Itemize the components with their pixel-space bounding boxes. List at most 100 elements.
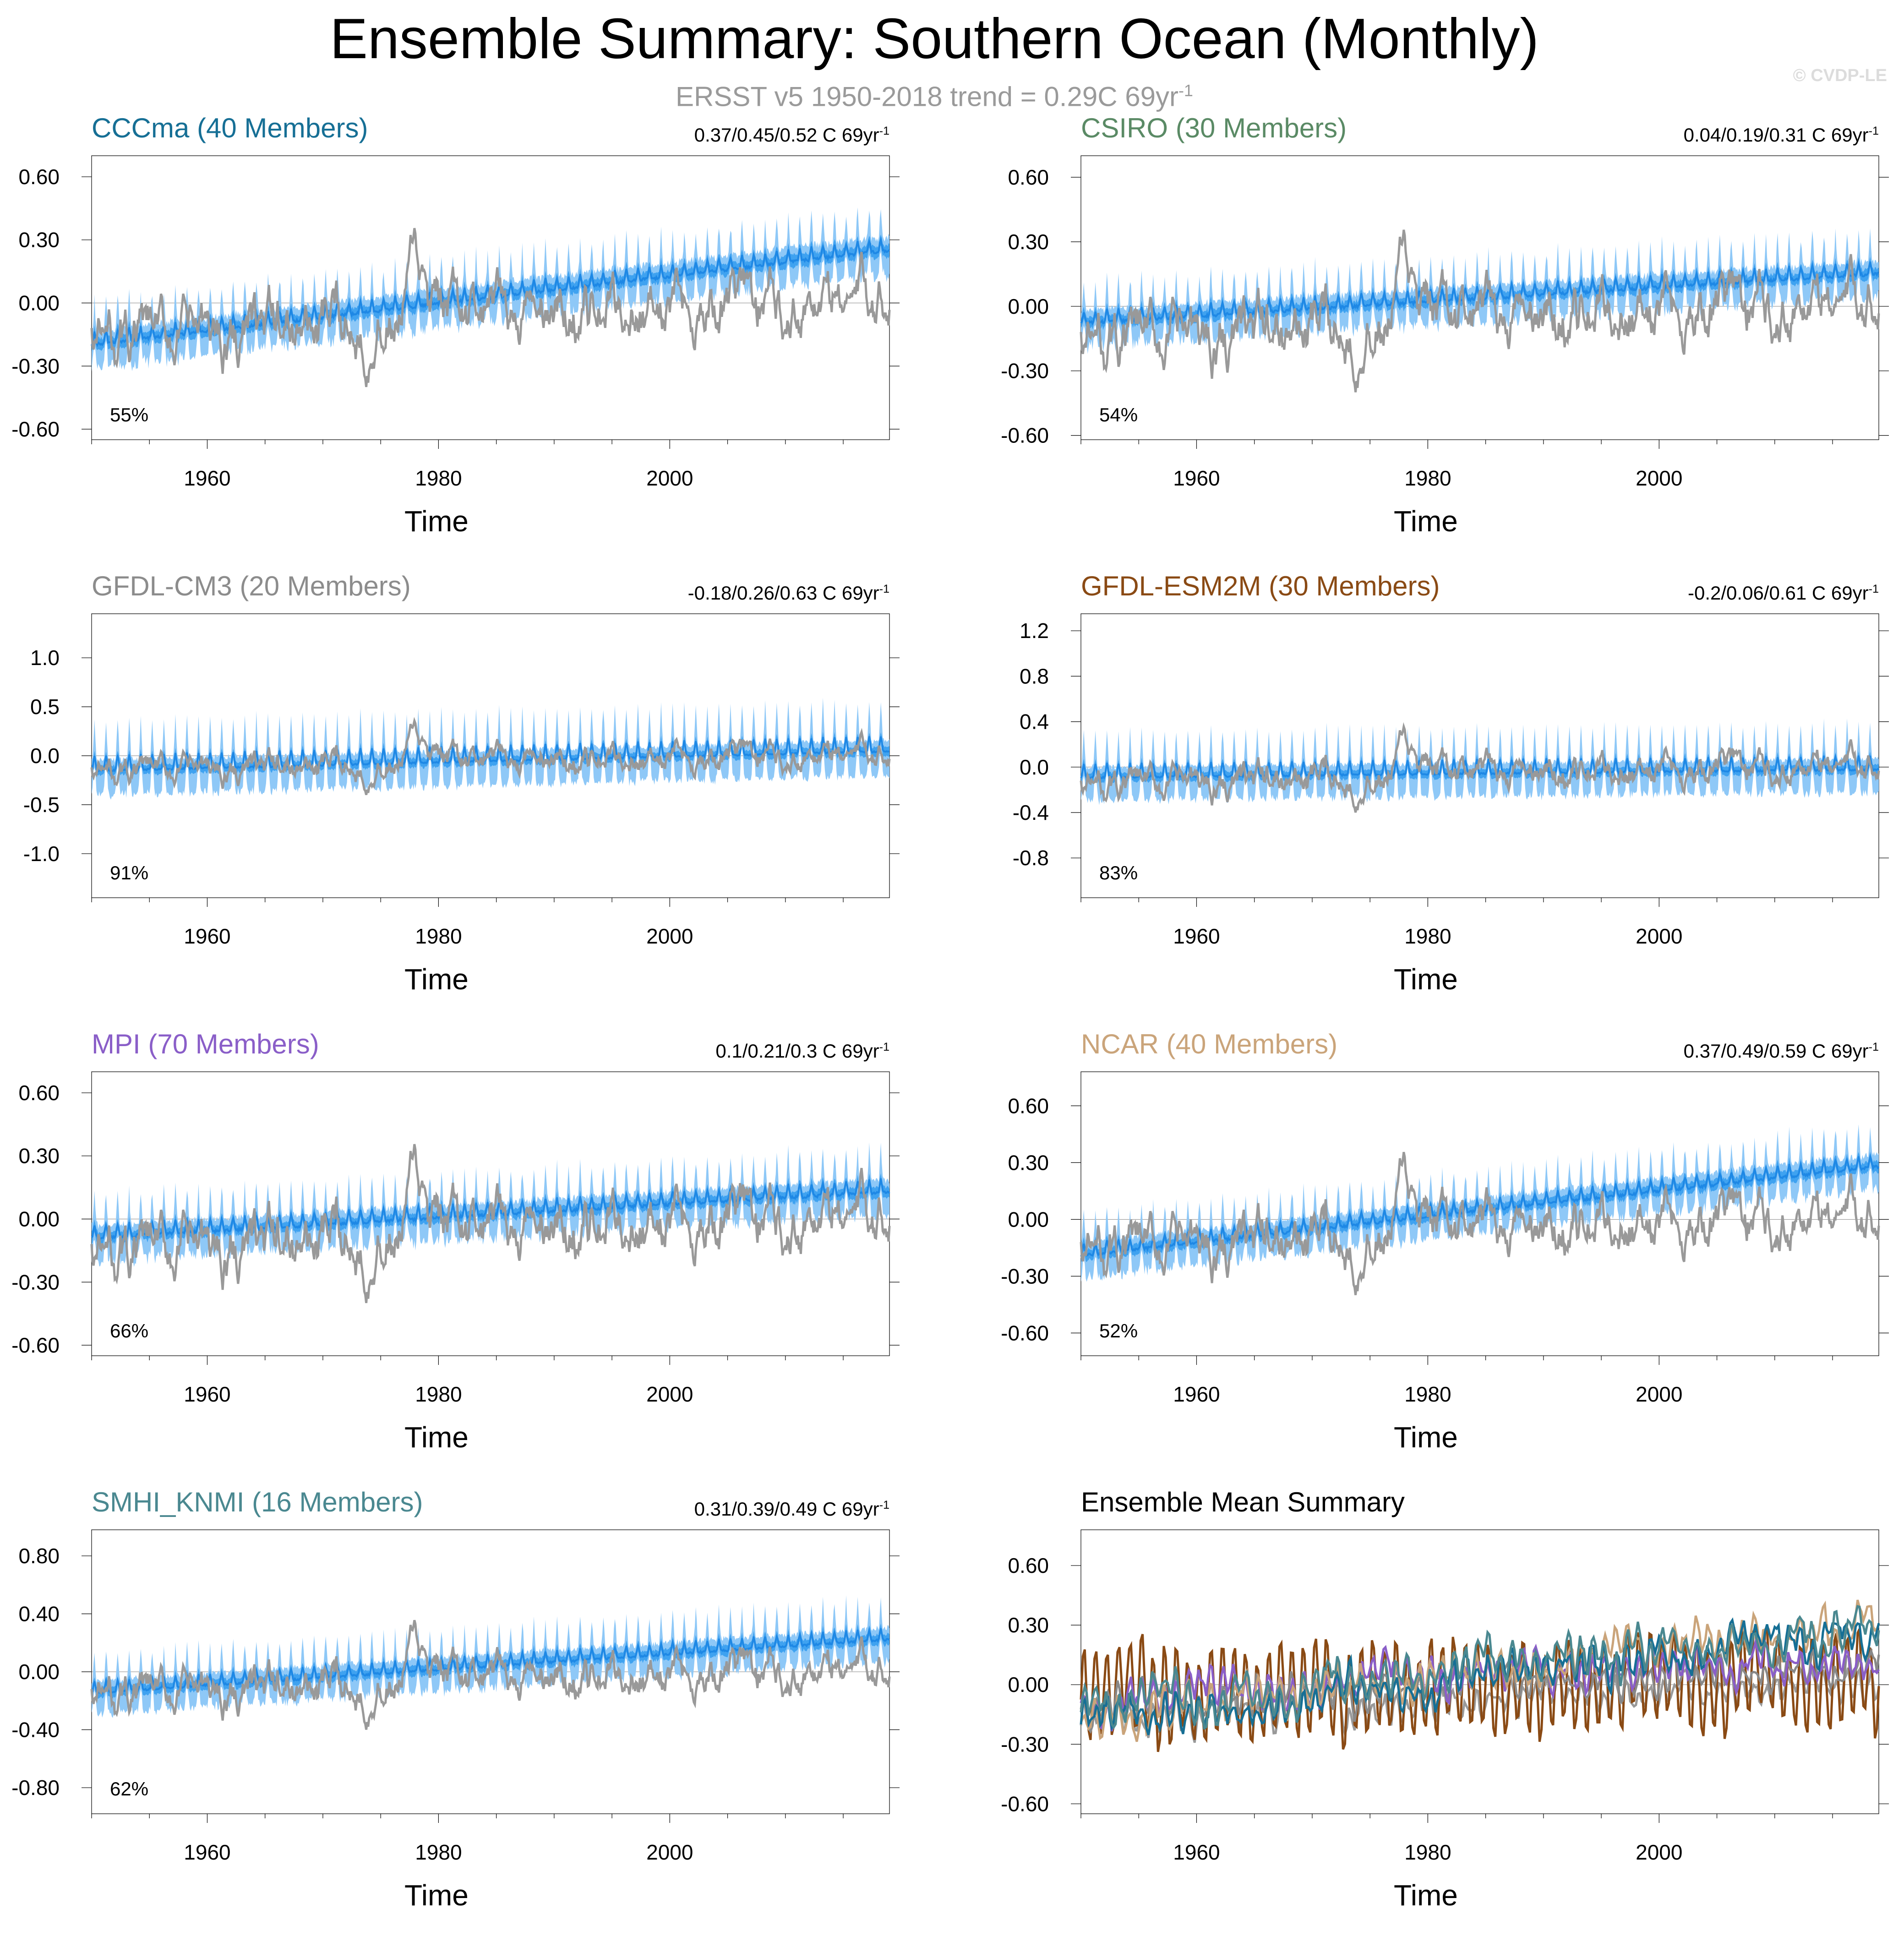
x-tick-label: 1980 xyxy=(415,1840,462,1864)
panel-title: CCCma (40 Members) xyxy=(92,113,368,143)
trend-range: -0.2/0.06/0.61 C 69yr-1 xyxy=(1688,575,1879,607)
observations-line xyxy=(90,717,891,795)
y-tick-label: -0.60 xyxy=(1001,424,1049,447)
y-tick-label: 0.5 xyxy=(30,695,60,719)
y-tick-label: 0.30 xyxy=(1008,230,1049,254)
y-tick-label: 0.0 xyxy=(1020,755,1049,779)
chart-panel-csiro: -0.60 -0.30 0.00 0.30 0.60 1960 1980 2000 Time 54… xyxy=(989,110,1904,568)
observations-line xyxy=(90,1144,891,1304)
x-tick-label: 2000 xyxy=(646,924,693,948)
percent-label: 55% xyxy=(110,404,148,425)
y-tick-label: 0.30 xyxy=(18,228,60,252)
chart-panel-smhi: -0.80 -0.40 0.00 0.40 0.80 1960 1980 2000 Time 62… xyxy=(0,1484,916,1942)
percent-label: 62% xyxy=(110,1778,148,1800)
x-axis-label: Time xyxy=(404,505,469,538)
x-axis-label: Time xyxy=(404,963,469,996)
x-tick-label: 1960 xyxy=(1173,924,1220,948)
x-tick-label: 2000 xyxy=(646,466,693,490)
y-tick-label: 0.30 xyxy=(1008,1613,1049,1637)
y-tick-label: 0.60 xyxy=(1008,165,1049,189)
y-tick-label: -0.60 xyxy=(1001,1792,1049,1816)
observations-line xyxy=(1080,722,1880,813)
subtitle-exponent: -1 xyxy=(1178,81,1193,100)
ensemble-mean-line xyxy=(91,1178,890,1240)
chart-smhi: -0.80 -0.40 0.00 0.40 0.80 1960 1980 2000 Time 62… xyxy=(11,1529,900,1912)
trend-exponent: -1 xyxy=(879,583,889,595)
chart-panel-gfdlesm: -0.8 -0.4 0.0 0.4 0.8 1.2 1960 1980 2000 Time 83% G… xyxy=(989,568,1904,1026)
x-tick-label: 2000 xyxy=(1636,1382,1682,1406)
chart-panel-summary: -0.60 -0.30 0.00 0.30 0.60 1960 1980 2000 Time En… xyxy=(989,1484,1904,1942)
x-tick-label: 2000 xyxy=(1636,1840,1682,1864)
y-tick-label: 0.00 xyxy=(1008,295,1049,318)
chart-gfdlcm3: -1.0 -0.5 0.0 0.5 1.0 1960 1980 2000 Time 91% xyxy=(23,613,900,996)
trend-text: 0.04/0.19/0.31 C 69yr xyxy=(1683,124,1869,146)
watermark: © CVDP-LE xyxy=(1793,66,1887,85)
trend-range: 0.1/0.21/0.3 C 69yr-1 xyxy=(715,1033,889,1065)
trend-text: -0.2/0.06/0.61 C 69yr xyxy=(1688,582,1869,604)
x-tick-label: 1980 xyxy=(1404,1840,1451,1864)
series-line-mpi xyxy=(1080,1637,1880,1732)
subtitle-text: ERSST v5 1950-2018 trend = 0.29C 69yr xyxy=(676,81,1178,112)
trend-text: 0.37/0.49/0.59 C 69yr xyxy=(1683,1040,1869,1062)
panel-title: MPI (70 Members) xyxy=(92,1029,319,1059)
x-axis-label: Time xyxy=(404,1879,469,1912)
chart-panel-ncar: -0.60 -0.30 0.00 0.30 0.60 1960 1980 2000 Time 52… xyxy=(989,1026,1904,1484)
chart-summary: -0.60 -0.30 0.00 0.30 0.60 1960 1980 2000 Time xyxy=(1001,1529,1889,1912)
y-tick-label: 0.00 xyxy=(18,1207,60,1231)
panel-title: GFDL-CM3 (20 Members) xyxy=(92,571,411,601)
x-tick-label: 1980 xyxy=(415,1382,462,1406)
x-tick-label: 1980 xyxy=(415,466,462,490)
trend-range: 0.37/0.49/0.59 C 69yr-1 xyxy=(1684,1033,1879,1065)
chart-panel-ccc: -0.60 -0.30 0.00 0.30 0.60 1960 1980 2000 Time 55… xyxy=(0,110,916,568)
y-tick-label: -0.30 xyxy=(11,1270,60,1294)
y-tick-label: -0.60 xyxy=(1001,1321,1049,1345)
y-tick-label: 0.00 xyxy=(18,1660,60,1684)
x-tick-label: 1980 xyxy=(415,924,462,948)
trend-text: 0.1/0.21/0.3 C 69yr xyxy=(715,1040,879,1062)
y-tick-label: 1.2 xyxy=(1020,619,1049,643)
y-tick-label: 0.4 xyxy=(1020,710,1049,734)
panel-title: SMHI_KNMI (16 Members) xyxy=(92,1487,423,1517)
y-tick-label: -0.40 xyxy=(11,1718,60,1742)
y-tick-label: -0.30 xyxy=(1001,1264,1049,1288)
ensemble-spread-inner xyxy=(92,731,889,777)
chart-panel-mpi: -0.60 -0.30 0.00 0.30 0.60 1960 1980 2000 Time 66… xyxy=(0,1026,916,1484)
y-tick-label: 0.00 xyxy=(18,291,60,315)
y-tick-label: 0.00 xyxy=(1008,1207,1049,1231)
y-tick-label: 0.40 xyxy=(18,1602,60,1626)
y-tick-label: 1.0 xyxy=(30,646,60,670)
x-axis-label: Time xyxy=(404,1421,469,1454)
ensemble-mean-line xyxy=(91,236,890,348)
ensemble-mean-line xyxy=(91,1627,890,1695)
panel-title: CSIRO (30 Members) xyxy=(1081,113,1347,143)
y-tick-label: -0.4 xyxy=(1013,801,1049,824)
percent-label: 66% xyxy=(110,1320,148,1342)
percent-label: 52% xyxy=(1099,1320,1138,1342)
x-tick-label: 1960 xyxy=(184,924,230,948)
x-axis-label: Time xyxy=(1394,1879,1458,1912)
plot-frame xyxy=(1080,1071,1879,1356)
y-tick-label: -0.60 xyxy=(11,417,60,441)
series-line-cccma xyxy=(1080,1617,1880,1735)
ensemble-spread-inner xyxy=(92,1623,889,1699)
y-tick-label: 0.00 xyxy=(1008,1673,1049,1697)
y-tick-label: 0.30 xyxy=(1008,1151,1049,1174)
x-tick-label: 1960 xyxy=(1173,1382,1220,1406)
y-tick-label: -0.30 xyxy=(1001,1732,1049,1756)
trend-exponent: -1 xyxy=(879,125,889,137)
chart-ccc: -0.60 -0.30 0.00 0.30 0.60 1960 1980 2000 Time 55… xyxy=(11,155,900,538)
plot-frame xyxy=(91,155,890,440)
observations-line xyxy=(1080,1151,1880,1295)
y-tick-label: -0.30 xyxy=(11,354,60,378)
y-tick-label: 0.8 xyxy=(1020,664,1049,688)
trend-exponent: -1 xyxy=(1868,125,1879,137)
y-tick-label: 0.0 xyxy=(30,744,60,768)
x-tick-label: 2000 xyxy=(1636,924,1682,948)
trend-exponent: -1 xyxy=(879,1041,889,1053)
x-tick-label: 1980 xyxy=(1404,924,1451,948)
trend-range: 0.37/0.45/0.52 C 69yr-1 xyxy=(694,117,889,149)
y-tick-label: 0.60 xyxy=(18,1081,60,1105)
x-axis-label: Time xyxy=(1394,505,1458,538)
x-tick-label: 1960 xyxy=(184,1840,230,1864)
y-tick-label: -0.5 xyxy=(23,793,60,817)
